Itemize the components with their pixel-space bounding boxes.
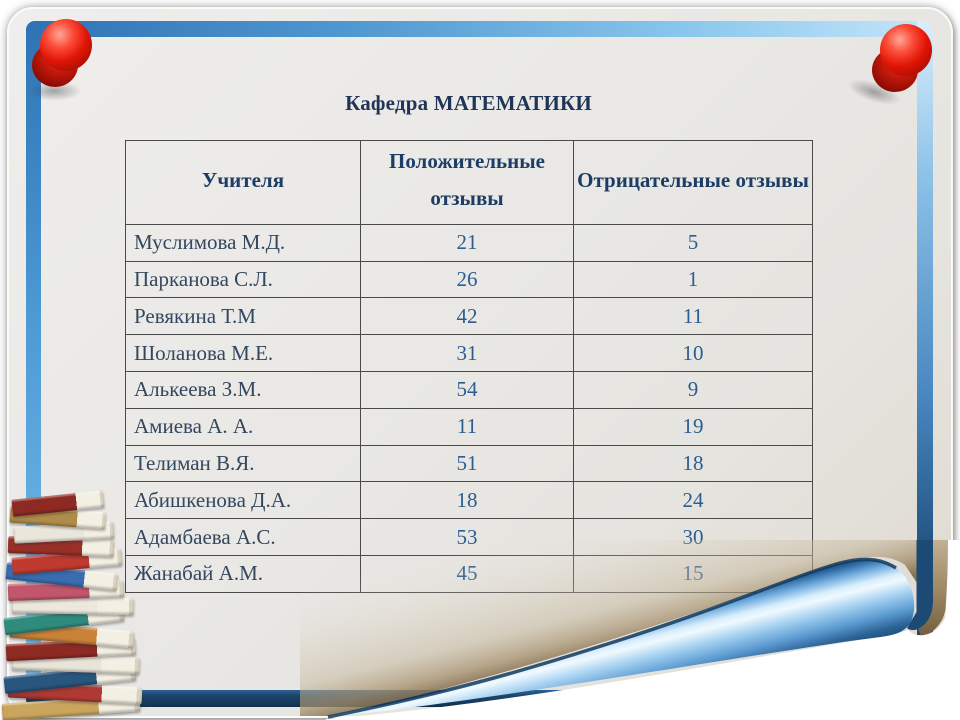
- table-header-row: Учителя Положительные отзывы Отрицательн…: [125, 140, 813, 225]
- negative-count-cell: 24: [573, 481, 813, 520]
- negative-count-cell: 11: [573, 297, 813, 336]
- negative-count-cell: 10: [573, 334, 813, 372]
- negative-count-cell: 19: [573, 407, 813, 446]
- table-row: Адамбаева А.С. 53 30: [125, 518, 813, 556]
- column-header-teachers: Учителя: [125, 140, 361, 225]
- table-row: Муслимова М.Д. 21 5: [125, 223, 813, 262]
- teacher-name-cell: Адамбаева А.С.: [125, 518, 361, 556]
- table-row: Телиман В.Я. 51 18: [125, 444, 813, 483]
- positive-count-cell: 53: [360, 518, 574, 556]
- positive-count-cell: 51: [360, 444, 574, 483]
- negative-count-cell: 30: [573, 518, 813, 556]
- negative-count-cell: 9: [573, 370, 813, 409]
- positive-count-cell: 21: [360, 223, 574, 262]
- teacher-name-cell: Телиман В.Я.: [125, 444, 361, 483]
- teacher-name-cell: Амиева А. А.: [125, 407, 361, 446]
- teacher-name-cell: Парканова С.Л.: [125, 260, 361, 299]
- teacher-name-cell: Ревякина Т.М: [125, 297, 361, 336]
- positive-count-cell: 54: [360, 370, 574, 409]
- positive-count-cell: 42: [360, 297, 574, 336]
- positive-count-cell: 18: [360, 481, 574, 520]
- positive-count-cell: 45: [360, 554, 574, 593]
- table-row: Парканова С.Л. 26 1: [125, 260, 813, 299]
- negative-count-cell: 15: [573, 554, 813, 593]
- negative-count-cell: 5: [573, 223, 813, 262]
- slide-title: Кафедра МАТЕМАТИКИ: [345, 91, 592, 115]
- table-row: Абишкенова Д.А. 18 24: [125, 481, 813, 520]
- negative-count-cell: 18: [573, 444, 813, 483]
- column-header-negative: Отрицательные отзывы: [573, 140, 813, 225]
- reviews-table: Учителя Положительные отзывы Отрицательн…: [125, 140, 813, 593]
- positive-count-cell: 31: [360, 334, 574, 372]
- positive-count-cell: 26: [360, 260, 574, 299]
- teacher-name-cell: Шоланова М.Е.: [125, 334, 361, 372]
- table-row: Ревякина Т.М 42 11: [125, 297, 813, 336]
- table-row: Жанабай А.М. 45 15: [125, 554, 813, 593]
- negative-count-cell: 1: [573, 260, 813, 299]
- table-row: Амиева А. А. 11 19: [125, 407, 813, 446]
- column-header-positive: Положительные отзывы: [360, 140, 574, 225]
- teacher-name-cell: Абишкенова Д.А.: [125, 481, 361, 520]
- positive-count-cell: 11: [360, 407, 574, 446]
- teacher-name-cell: Муслимова М.Д.: [125, 223, 361, 262]
- table-row: Шоланова М.Е. 31 10: [125, 334, 813, 372]
- teacher-name-cell: Жанабай А.М.: [125, 554, 361, 593]
- teacher-name-cell: Алькеева З.М.: [125, 370, 361, 409]
- table-row: Алькеева З.М. 54 9: [125, 370, 813, 409]
